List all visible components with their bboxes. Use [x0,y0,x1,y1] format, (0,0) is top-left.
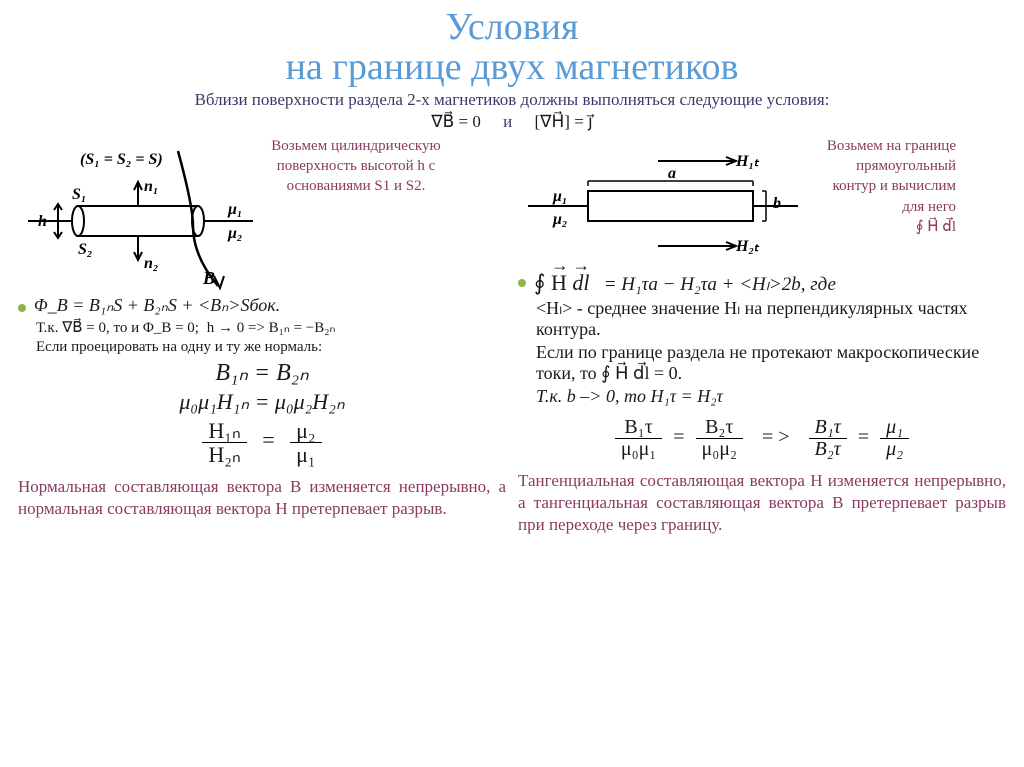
left-bullet: Φ_B = B₁ₙS + B₂ₙS + <Bₙ>Sбок. [18,295,506,316]
frac-mu1r: μ₁ [880,417,909,439]
right-fig-caption-eq: ∮ H⃗ d⃗l [816,217,956,237]
frac-H2n: H₂ₙ [202,443,246,466]
frac-mu2: μ₂ [290,419,321,443]
fig-b: b [773,195,781,212]
frac-B1tr: B₁τ [809,417,847,439]
phi-equation: Φ_B = B₁ₙS + B₂ₙS + <Bₙ>Sбок. [34,295,280,316]
eq-curl-h: [∇H⃗] = j⃗ [534,112,592,131]
fig-H1t: H₁ₜ [735,153,760,170]
left-column: (S₁ = S₂ = S) S₁ S₂ h n₁ n₂ μ₁ μ₂ B Возь… [18,136,506,536]
fig-S1S2S: (S₁ = S₂ = S) [80,151,163,168]
fig-mu2: μ₂ [227,225,242,242]
fig-S2: S₂ [78,241,92,258]
frac-mu1: μ₁ [290,443,321,466]
top-equations: ∇B⃗ = 0 и [∇H⃗] = j⃗ [18,112,1006,132]
fig-mu1: μ₁ [227,201,242,218]
fig-n1: n₁ [144,178,158,195]
frac-mu0mu2: μ₀μ₂ [696,439,743,460]
fig-H2t: H₂ₜ [735,238,760,255]
fig-S1: S₁ [72,186,86,203]
tk-a: Т.к. ∇B⃗ = 0, то и Φ_B = 0; [36,320,199,336]
right-line4: Т.к. b –> 0, то H₁τ = H₂τ [536,386,1006,407]
right-conclusion: Тангенциальная составляющая вектора H из… [518,470,1006,536]
frac-H1n: H₁ₙ [202,419,246,443]
right-bullet: ∮ H dl = H₁τa − H₂τa + <Hₗ>2b, где [518,270,1006,296]
frac-B1t: B₁τ [615,417,662,439]
fig-n2: n₂ [144,255,158,272]
eq-b1n-b2n: B₁ₙ = B₂ₙ [18,358,506,387]
right-fraction-eq: B₁τ μ₀μ₁ = B₂τ μ₀μ₂ = > B₁τ B₂τ = μ₁ μ₂ [518,417,1006,460]
frac-B2tr: B₂τ [809,439,847,460]
arrow-implies: = > [762,426,790,448]
right-line1: ∮ H dl = H₁τa − H₂τa + <Hₗ>2b, где [534,270,836,296]
eq-mu-h: μ₀μ₁H₁ₙ = μ₀μ₂H₂ₙ [18,389,506,415]
fig-h: h [38,213,47,230]
frac-B2t: B₂τ [696,417,743,439]
fig-a: a [668,165,676,182]
bullet-icon-r [518,279,526,287]
right-column: H₁ₜ H₂ₜ a b μ₁ μ₂ Возьмем на границе пря… [518,136,1006,536]
tk-b: h → 0 => B₁ₙ = −B₂ₙ [207,320,336,336]
frac-mu0mu1: μ₀μ₁ [615,439,662,460]
left-fraction-eq: H₁ₙ H₂ₙ = μ₂ μ₁ [18,419,506,466]
title-line2: на границе двух магнетиков [286,46,739,88]
fig-B: B [202,268,215,288]
left-tk-line: Т.к. ∇B⃗ = 0, то и Φ_B = 0; h → 0 => B₁ₙ… [36,318,506,337]
right-line2: <Hₗ> - среднее значение Hₗ на перпендику… [536,298,1006,340]
title-line1: Условия [446,6,579,48]
fig-mu2r: μ₂ [552,211,567,228]
eq-div-b: ∇B⃗ = 0 [431,112,481,131]
and-text: и [503,112,512,131]
content-columns: (S₁ = S₂ = S) S₁ S₂ h n₁ n₂ μ₁ μ₂ B Возь… [18,136,1006,536]
bullet-icon [18,304,26,312]
right-line3: Если по границе раздела не протекают мак… [536,342,1006,384]
right-fig-caption: Возьмем на границе прямоугольный контур … [816,136,956,217]
main-title: Условия на границе двух магнетиков [18,8,1006,88]
contour-figure: H₁ₜ H₂ₜ a b μ₁ μ₂ [518,136,808,266]
fig-mu1r: μ₁ [552,188,567,205]
left-fig-caption: Возьмем цилиндрическую поверхность высот… [271,136,441,197]
left-proj: Если проецировать на одну и ту же нормал… [36,339,506,356]
right-figure-row: H₁ₜ H₂ₜ a b μ₁ μ₂ Возьмем на границе пря… [518,136,1006,266]
right-fig-caption-wrap: Возьмем на границе прямоугольный контур … [816,136,956,237]
cylinder-figure: (S₁ = S₂ = S) S₁ S₂ h n₁ n₂ μ₁ μ₂ B [18,136,263,291]
frac-mu2r: μ₂ [880,439,909,460]
left-conclusion: Нормальная составляющая вектора B изменя… [18,476,506,520]
left-figure-row: (S₁ = S₂ = S) S₁ S₂ h n₁ n₂ μ₁ μ₂ B Возь… [18,136,506,291]
right-line1a: = H₁τa − H₂τa + <Hₗ>2b, где [604,274,836,295]
subtitle: Вблизи поверхности раздела 2-х магнетико… [18,90,1006,110]
